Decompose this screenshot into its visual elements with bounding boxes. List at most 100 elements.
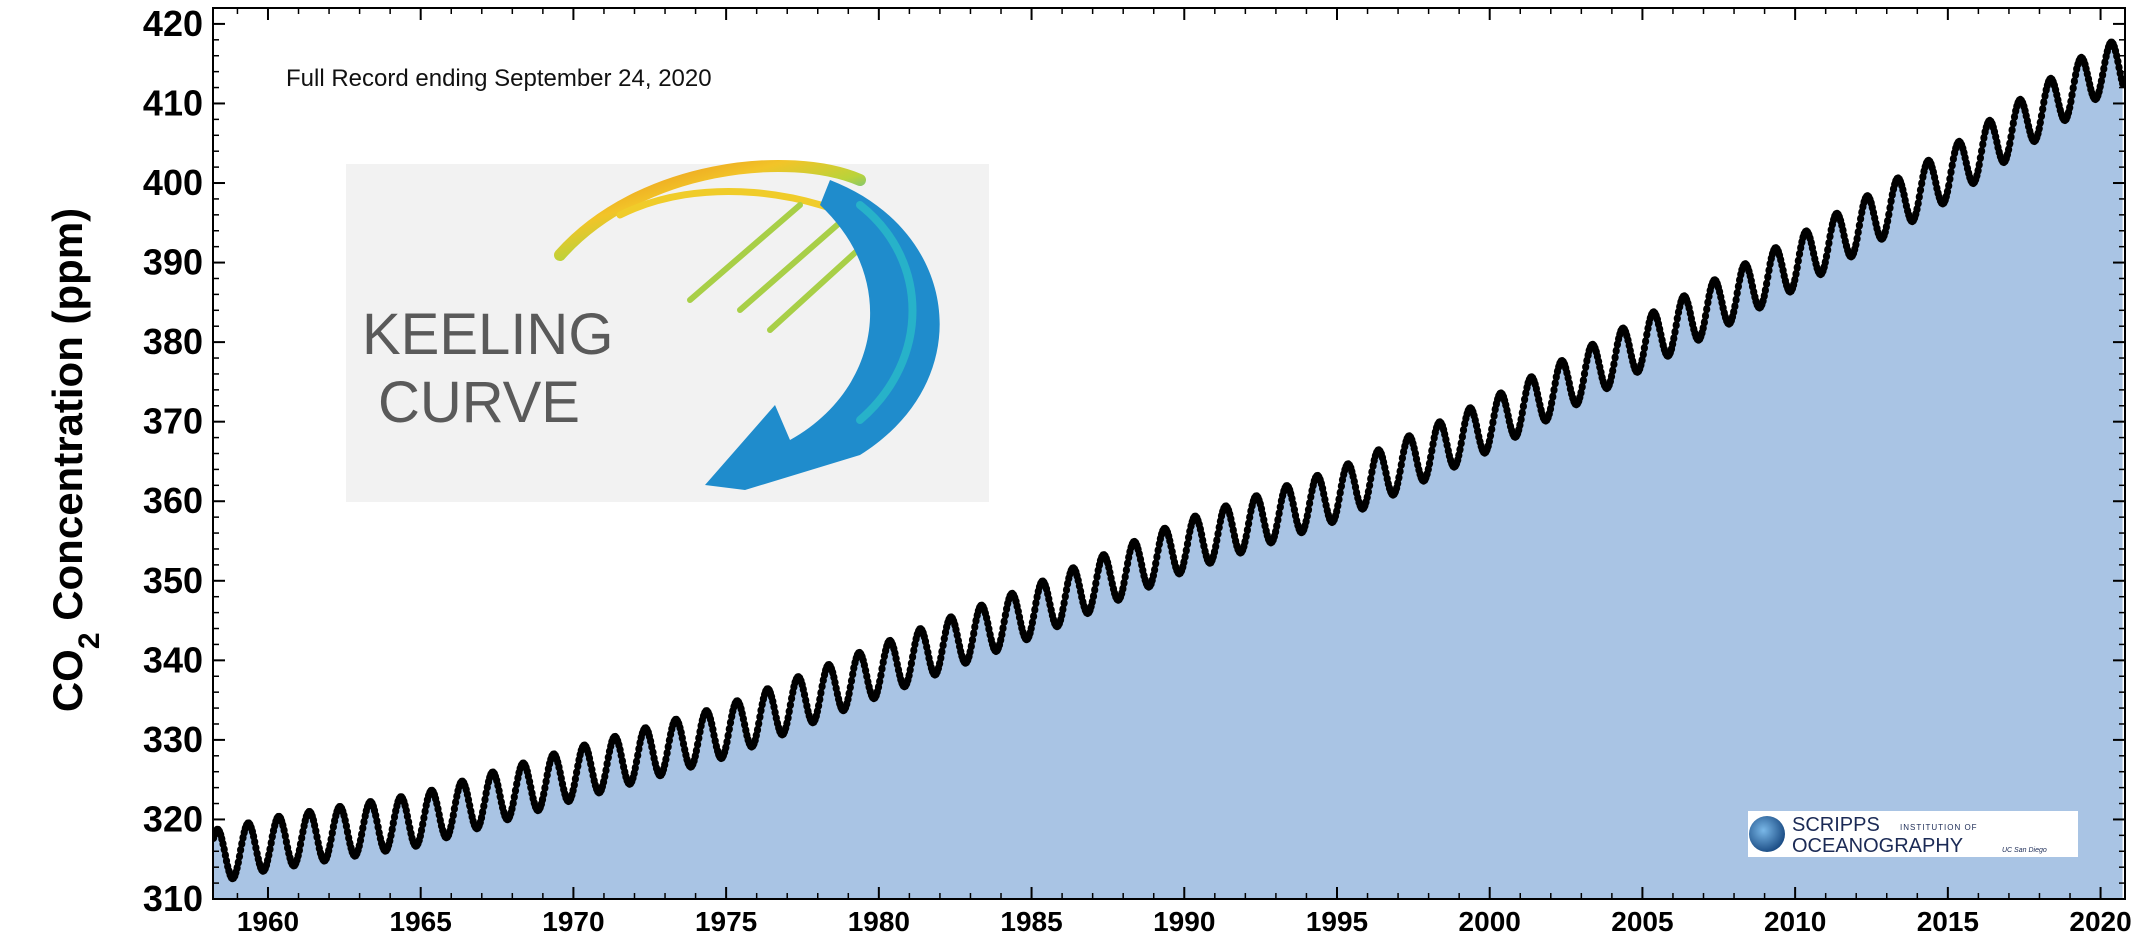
logo-arrow-body: [705, 180, 940, 490]
data-point: [2040, 98, 2048, 107]
scripps-tag: INSTITUTION OF: [1900, 823, 1978, 832]
logo-text-line2: CURVE: [378, 370, 580, 435]
data-point: [1734, 282, 1742, 291]
data-point: [1427, 453, 1435, 462]
data-point: [1122, 565, 1130, 575]
data-point: [1887, 196, 1895, 206]
data-point: [1396, 467, 1404, 476]
data-point: [968, 635, 977, 645]
data-point: [419, 820, 427, 829]
scripps-logo: SCRIPPS INSTITUTION OF OCEANOGRAPHY UC S…: [1748, 811, 2078, 857]
data-point: [266, 845, 274, 854]
data-point: [1918, 179, 1926, 188]
data-point: [724, 731, 732, 740]
data-point: [1824, 245, 1832, 255]
data-point: [1517, 415, 1525, 424]
data-point: [2008, 125, 2016, 135]
data-point: [1639, 350, 1647, 359]
data-points: [213, 38, 2125, 883]
data-point: [1945, 181, 1953, 190]
scripps-name: SCRIPPS: [1792, 814, 1880, 836]
y-tick-label: 310: [143, 878, 203, 919]
data-point: [1245, 519, 1253, 528]
data-point: [1337, 481, 1345, 491]
data-point: [1549, 392, 1557, 401]
data-point: [2037, 111, 2046, 121]
data-point: [753, 725, 762, 735]
data-point: [1701, 311, 1710, 321]
data-point: [1733, 288, 1741, 298]
data-point: [1979, 140, 1987, 149]
data-point: [602, 766, 610, 775]
data-point: [359, 823, 367, 833]
data-point: [1855, 221, 1863, 230]
data-point: [1364, 487, 1372, 496]
x-tick-label: 1985: [1000, 906, 1062, 937]
y-axis: 310 320 330 340 350 360 370 380 390 400 410 420: [143, 3, 2125, 919]
data-point: [1458, 432, 1466, 441]
data-point: [1183, 539, 1192, 549]
data-point: [906, 665, 914, 674]
x-tick-label: 2015: [1917, 906, 1979, 937]
data-point: [2036, 118, 2044, 127]
data-point: [2099, 70, 2107, 80]
x-axis: 1960 1965 1970 1975 1980 1985 1990 1995 2000 2005…: [236, 8, 2132, 937]
data-point: [1978, 146, 1986, 156]
data-point: [1550, 385, 1558, 395]
data-point: [1642, 337, 1650, 346]
x-tick-label: 2000: [1459, 906, 1521, 937]
data-point: [1425, 459, 1434, 468]
data-point: [1764, 272, 1772, 282]
x-tick-label: 1970: [542, 906, 604, 937]
data-point: [845, 689, 853, 698]
data-point: [603, 759, 611, 769]
data-point: [1059, 605, 1067, 614]
data-point: [1366, 481, 1374, 490]
data-point: [939, 641, 947, 650]
data-point: [1886, 203, 1894, 212]
data-point: [1000, 617, 1008, 626]
data-point: [2068, 90, 2076, 100]
y-tick-label: 420: [143, 3, 203, 44]
data-point: [358, 830, 366, 839]
data-point: [1457, 439, 1465, 448]
data-point: [1794, 256, 1802, 265]
area-fill: [213, 42, 2123, 899]
data-point: [1519, 402, 1527, 411]
data-point: [1761, 286, 1769, 295]
data-point: [388, 825, 396, 834]
data-point: [1459, 425, 1468, 435]
data-point: [2007, 132, 2015, 142]
data-point: [1704, 298, 1712, 307]
data-point: [1578, 382, 1586, 392]
data-point: [1763, 279, 1771, 288]
data-point: [1151, 565, 1159, 574]
data-point: [1703, 305, 1711, 314]
data-point: [816, 695, 824, 704]
data-point: [1822, 252, 1831, 261]
data-point: [877, 671, 885, 680]
data-point: [1153, 552, 1161, 562]
y-tick-label: 370: [143, 401, 203, 442]
data-point: [1521, 395, 1529, 404]
data-point: [1031, 605, 1039, 614]
data-point: [1486, 431, 1495, 440]
data-point: [1795, 249, 1804, 259]
data-point: [420, 813, 428, 822]
data-point: [1916, 185, 1925, 195]
data-point: [1243, 525, 1251, 535]
data-point: [663, 748, 671, 758]
data-point: [695, 733, 703, 743]
data-point: [541, 783, 549, 793]
x-tick-label: 1965: [390, 906, 452, 937]
data-point: [1275, 509, 1283, 518]
data-point: [1582, 362, 1590, 372]
y-tick-label: 380: [143, 321, 203, 362]
data-point: [296, 840, 305, 849]
y-tick-label: 320: [143, 798, 203, 839]
data-point: [1826, 232, 1834, 241]
y-tick-label: 400: [143, 162, 203, 203]
data-point: [1609, 366, 1617, 375]
data-point: [1091, 585, 1099, 595]
data-point: [1914, 199, 1922, 208]
